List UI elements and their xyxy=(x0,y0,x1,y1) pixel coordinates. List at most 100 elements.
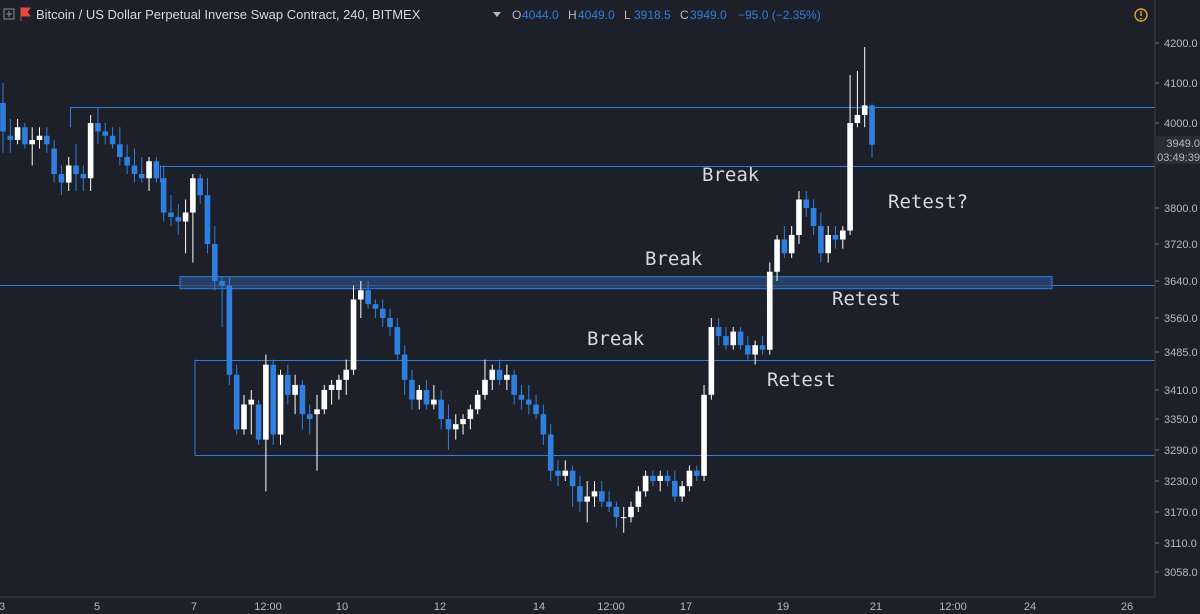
candle[interactable] xyxy=(774,235,780,281)
time-axis[interactable] xyxy=(0,597,1200,614)
candle[interactable] xyxy=(182,199,189,254)
candle[interactable] xyxy=(0,83,6,153)
candle[interactable] xyxy=(109,127,116,149)
symbol-title[interactable]: Bitcoin / US Dollar Perpetual Inverse Sw… xyxy=(36,7,421,22)
candle[interactable] xyxy=(504,364,510,390)
candle[interactable] xyxy=(818,212,824,263)
candle[interactable] xyxy=(219,276,225,328)
candle[interactable] xyxy=(29,127,36,166)
candle[interactable] xyxy=(270,359,276,445)
candle[interactable] xyxy=(124,144,130,174)
candle[interactable] xyxy=(190,174,196,263)
chevron-down-icon[interactable] xyxy=(493,12,501,17)
candle[interactable] xyxy=(277,369,284,445)
candle[interactable] xyxy=(708,318,715,400)
candle[interactable] xyxy=(44,127,50,153)
candle[interactable] xyxy=(679,481,685,502)
candle[interactable] xyxy=(518,384,525,410)
candle[interactable] xyxy=(650,470,656,487)
candle[interactable] xyxy=(620,506,627,533)
candle[interactable] xyxy=(686,465,693,492)
candle[interactable] xyxy=(58,165,65,196)
candle[interactable] xyxy=(584,481,591,523)
candle[interactable] xyxy=(796,191,802,244)
candle[interactable] xyxy=(409,369,415,410)
candle[interactable] xyxy=(394,318,401,360)
candle[interactable] xyxy=(131,148,138,183)
candle[interactable] xyxy=(65,157,72,191)
candle[interactable] xyxy=(365,281,371,309)
candle[interactable] xyxy=(248,390,255,435)
candle[interactable] xyxy=(241,394,247,435)
candle[interactable] xyxy=(723,327,729,350)
candle[interactable] xyxy=(613,501,620,528)
candle[interactable] xyxy=(547,424,554,481)
candle[interactable] xyxy=(387,308,393,337)
candle[interactable] xyxy=(255,399,262,445)
candle[interactable] xyxy=(715,318,722,346)
candle[interactable] xyxy=(730,327,737,350)
candle[interactable] xyxy=(284,364,291,405)
candle[interactable] xyxy=(117,127,123,166)
candle[interactable] xyxy=(628,501,634,523)
candle[interactable] xyxy=(693,465,700,482)
candle[interactable] xyxy=(292,374,298,415)
candle[interactable] xyxy=(737,327,744,350)
candle[interactable] xyxy=(803,191,810,217)
candle[interactable] xyxy=(423,379,430,410)
candle[interactable] xyxy=(204,178,211,254)
candle[interactable] xyxy=(336,374,342,400)
candle[interactable] xyxy=(226,276,233,385)
candle[interactable] xyxy=(701,384,707,481)
candle[interactable] xyxy=(511,369,517,405)
candle[interactable] xyxy=(138,157,145,183)
candle[interactable] xyxy=(175,203,182,235)
candle[interactable] xyxy=(95,107,101,145)
candle[interactable] xyxy=(489,364,496,390)
candle[interactable] xyxy=(379,299,386,328)
candle[interactable] xyxy=(759,336,766,355)
candle[interactable] xyxy=(525,384,532,415)
candle[interactable] xyxy=(752,340,758,365)
candle[interactable] xyxy=(102,123,109,145)
warning-icon[interactable] xyxy=(1134,8,1148,22)
candle[interactable] xyxy=(233,364,240,435)
candle[interactable] xyxy=(160,165,167,222)
candle[interactable] xyxy=(657,470,664,492)
candle[interactable] xyxy=(263,354,269,492)
candle[interactable] xyxy=(869,103,875,158)
candle[interactable] xyxy=(153,157,160,183)
candle[interactable] xyxy=(452,414,459,440)
candle[interactable] xyxy=(416,384,423,410)
annotation-label[interactable]: Break xyxy=(645,248,703,270)
candle[interactable] xyxy=(73,144,79,191)
annotation-label[interactable]: Break xyxy=(702,164,760,186)
candle[interactable] xyxy=(832,226,839,249)
candle[interactable] xyxy=(591,481,598,507)
candle[interactable] xyxy=(635,486,642,512)
candle[interactable] xyxy=(839,226,846,249)
candle[interactable] xyxy=(358,281,364,318)
candle[interactable] xyxy=(599,481,605,507)
candle[interactable] xyxy=(562,460,569,481)
candle[interactable] xyxy=(350,285,357,375)
breakout-zone[interactable] xyxy=(179,276,1053,290)
candle[interactable] xyxy=(343,359,350,395)
candle[interactable] xyxy=(664,470,671,487)
candle[interactable] xyxy=(321,384,328,415)
candle[interactable] xyxy=(445,404,452,451)
annotation-label[interactable]: Retest xyxy=(832,288,901,310)
candle[interactable] xyxy=(14,119,21,145)
candle[interactable] xyxy=(401,345,408,395)
candle[interactable] xyxy=(36,127,43,149)
candle[interactable] xyxy=(825,226,831,263)
candle[interactable] xyxy=(474,390,481,415)
candle[interactable] xyxy=(788,226,795,258)
candle[interactable] xyxy=(197,174,203,204)
candle[interactable] xyxy=(533,394,539,419)
candle[interactable] xyxy=(766,262,773,355)
candle[interactable] xyxy=(431,384,437,410)
candle[interactable] xyxy=(87,115,94,191)
candle[interactable] xyxy=(438,390,444,430)
